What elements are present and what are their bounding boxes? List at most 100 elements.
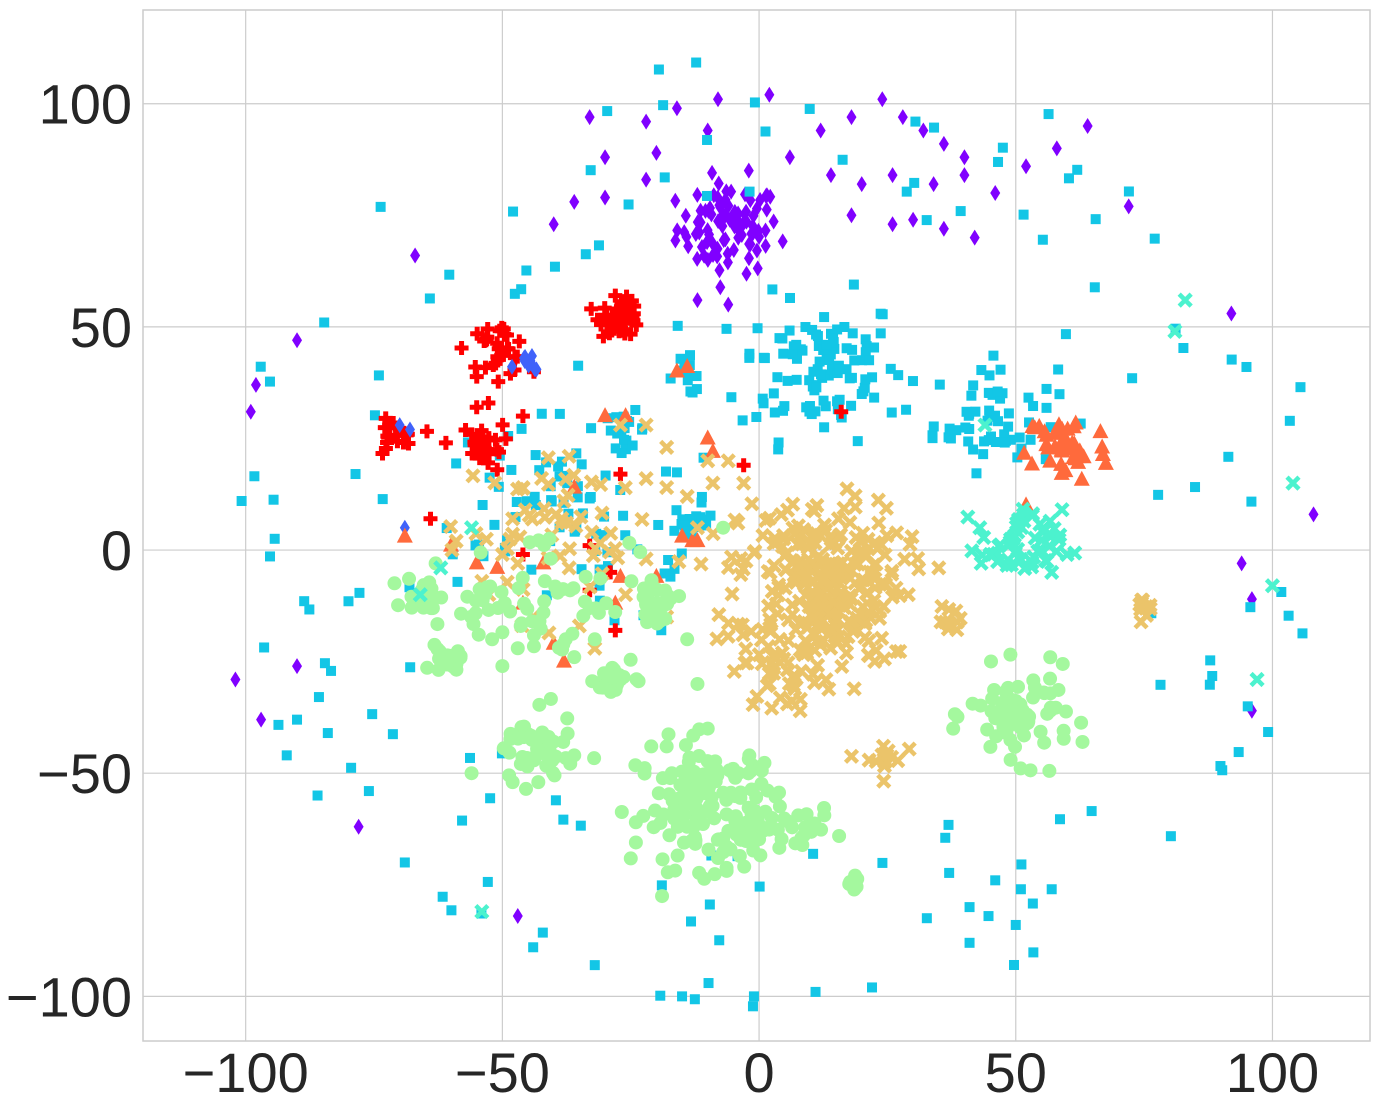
data-point [876,651,893,667]
data-point [494,546,510,563]
data-point [665,571,676,582]
data-point [1043,671,1058,686]
data-point [560,711,575,726]
data-point [1233,747,1244,758]
data-point [575,820,586,831]
data-point [483,579,498,594]
data-point [1063,173,1074,184]
data-point [821,681,837,697]
data-point [782,375,793,386]
data-point [714,262,725,279]
data-point [1016,859,1027,870]
data-point [515,409,530,424]
data-point [534,465,545,476]
data-point [610,443,621,454]
data-point [671,554,687,570]
data-point [438,435,453,450]
data-point [720,453,736,469]
data-point [517,596,532,611]
data-point [670,848,685,863]
data-point [1072,164,1083,175]
data-point [1086,806,1097,817]
data-point [968,380,979,391]
data-point [420,660,435,675]
data-point [897,109,908,126]
data-point [555,652,572,668]
data-point [791,339,802,350]
data-point [963,436,974,447]
data-point [491,341,506,356]
y-tick-label: 100 [39,73,132,136]
data-point [927,430,938,441]
data-point [264,376,275,387]
data-point [910,550,926,567]
data-point [999,429,1010,440]
data-point [510,555,526,572]
data-point [699,429,716,445]
data-point [842,570,858,586]
data-point [567,650,582,665]
plot-background [143,10,1370,1041]
data-point [682,375,693,386]
data-point [599,596,614,611]
data-point [230,671,241,688]
data-point [934,379,945,390]
data-point [566,581,581,596]
data-point [612,417,629,433]
data-point [720,231,731,248]
data-point [404,421,415,438]
data-point [648,803,663,818]
data-point [691,57,702,68]
data-point [821,339,832,350]
data-point [460,589,475,604]
data-point [548,216,559,233]
data-point [378,411,393,426]
data-point [767,284,778,295]
data-point [673,778,688,793]
data-point [1205,655,1216,666]
data-point [495,625,510,640]
data-point [473,434,488,449]
data-point [777,580,793,596]
data-point [592,535,608,551]
data-point [269,533,280,544]
data-point [819,312,830,323]
data-point [751,411,762,422]
data-point [983,387,994,398]
data-point [692,250,703,267]
data-point [548,579,563,594]
data-point [653,64,664,75]
data-point [692,186,703,203]
data-point [893,370,904,381]
data-point [505,775,520,790]
data-point [847,328,858,339]
data-point [785,496,801,512]
data-point [660,466,671,477]
data-point [674,527,691,543]
data-point [1016,443,1027,454]
data-point [430,617,445,632]
data-point [612,668,627,683]
data-point [934,598,950,615]
data-point [846,681,862,697]
data-point [1044,564,1060,580]
data-point [1067,450,1084,466]
data-point [960,422,971,433]
data-point [597,530,608,541]
data-point [766,665,782,681]
data-point [464,766,479,781]
data-point [402,571,417,586]
data-point [628,815,643,830]
data-point [966,390,977,401]
data-point [636,581,651,596]
data-point [886,407,897,418]
data-point [621,311,636,326]
data-point [1178,342,1189,353]
data-point [471,627,486,642]
data-point [710,851,725,866]
data-point [808,633,824,649]
data-point [687,387,698,398]
data-point [530,500,541,511]
data-point [969,229,980,246]
data-point [549,261,560,272]
